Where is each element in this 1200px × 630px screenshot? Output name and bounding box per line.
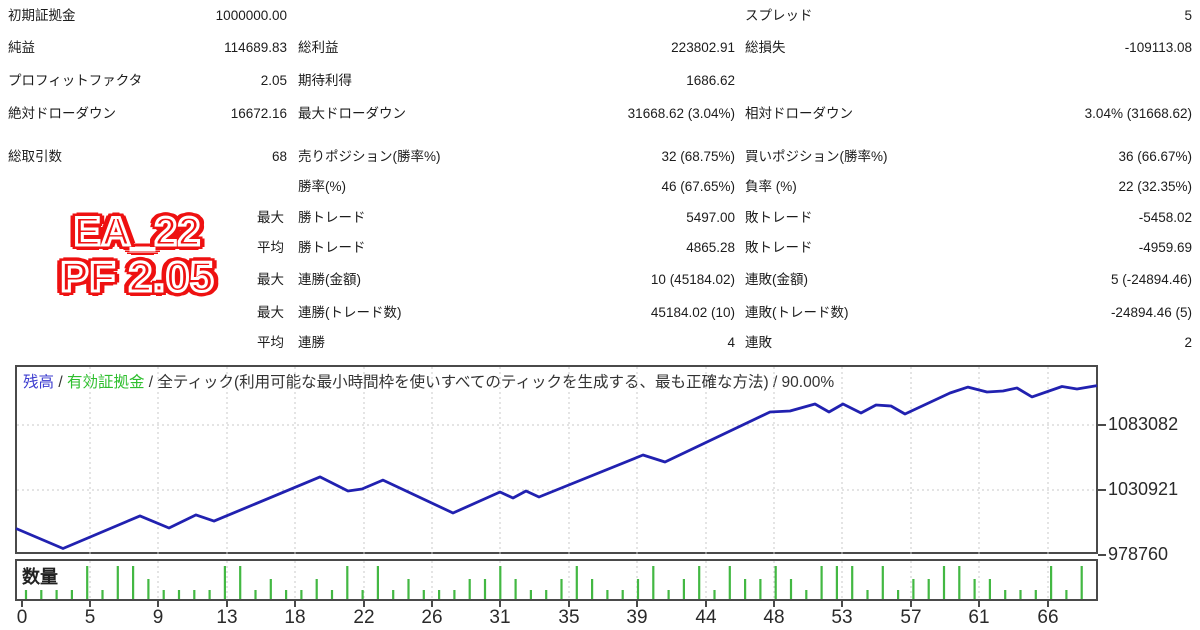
stat-value: 2.05 [260, 73, 287, 88]
stat-label: 連勝(トレード数) [298, 305, 402, 320]
stat-value: 3.04% (31668.62) [1084, 106, 1192, 121]
stat-label: 初期証拠金 [8, 8, 76, 23]
volume-panel: 数量 [15, 559, 1098, 601]
chart-legend-segment: 残高 [23, 374, 55, 391]
stats-row: 総取引数 68 売りポジション(勝率%) 32 (68.75%) 買いポジション(勝率%… [0, 147, 1200, 167]
chart-legend-segment: / [54, 374, 67, 391]
x-axis-label: 26 [421, 607, 443, 628]
x-axis-label: 18 [284, 607, 306, 628]
stat-label: 売りポジション(勝率%) [298, 149, 441, 164]
stats-row: 平均 連勝 4 連敗 2 [0, 333, 1200, 353]
stats-table: 初期証拠金 1000000.00 スプレッド 5 純益 114689.83 総利益 22380… [0, 6, 1200, 353]
stat-value: 4 [727, 335, 735, 350]
stats-row: 絶対ドローダウン 16672.16 最大ドローダウン 31668.62 (3.04%)… [0, 104, 1200, 124]
stats-row: 最大 連勝(トレード数) 45184.02 (10) 連敗(トレード数) -24894.… [0, 303, 1200, 323]
stat-value: 4865.28 [686, 240, 735, 255]
stat-value: 223802.91 [671, 40, 735, 55]
stat-prefix: 最大 [257, 272, 284, 287]
stat-label: 連勝(金額) [298, 272, 361, 287]
stat-value: 22 (32.35%) [1118, 179, 1192, 194]
stats-row: 初期証拠金 1000000.00 スプレッド 5 [0, 6, 1200, 26]
stat-label: 連勝 [298, 335, 325, 350]
stats-row: 最大 連勝(金額) 10 (45184.02) 連敗(金額) 5 (-24894.46) [0, 270, 1200, 290]
stat-value: 1686.62 [686, 73, 735, 88]
x-axis-label: 48 [763, 607, 785, 628]
x-axis-label: 57 [900, 607, 922, 628]
x-axis-label: 5 [84, 607, 96, 628]
chart-legend: 残高 / 有効証拠金 / 全ティック(利用可能な最小時間枠を使いすべてのティック… [23, 370, 834, 392]
stat-prefix: 平均 [257, 335, 284, 350]
stat-value: 68 [271, 149, 287, 164]
stats-row: 最大 勝トレード 5497.00 敗トレード -5458.02 [0, 208, 1200, 228]
stat-label: 負率 (%) [745, 179, 797, 194]
stat-label: 純益 [8, 40, 35, 55]
ea-name-text: EA_22 [72, 209, 202, 256]
stat-value: 45184.02 (10) [650, 305, 735, 320]
x-axis-label: 66 [1037, 607, 1059, 628]
stat-label: スプレッド [745, 8, 813, 23]
stat-prefix: 平均 [257, 240, 284, 255]
stat-label: 連敗(トレード数) [745, 305, 849, 320]
stat-label: 買いポジション(勝率%) [745, 149, 888, 164]
stat-label: 連敗(金額) [745, 272, 808, 287]
stat-label: 総取引数 [8, 149, 62, 164]
stat-label: 期待利得 [298, 73, 352, 88]
balance-chart-panel: 残高 / 有効証拠金 / 全ティック(利用可能な最小時間枠を使いすべてのティック… [15, 365, 1098, 554]
stat-value: 1000000.00 [215, 8, 287, 23]
x-axis-label: 39 [626, 607, 648, 628]
stat-label: 総損失 [745, 40, 786, 55]
x-axis-label: 13 [216, 607, 238, 628]
stat-value: 5 (-24894.46) [1110, 272, 1192, 287]
stats-row: 純益 114689.83 総利益 223802.91 総損失 -109113.08 [0, 38, 1200, 58]
stat-label: 連敗 [745, 335, 772, 350]
stat-value: 36 (66.67%) [1118, 149, 1192, 164]
x-axis-label: 35 [558, 607, 580, 628]
stat-value: -5458.02 [1138, 210, 1192, 225]
ea-watermark: EA_22 PF 2.05 [30, 209, 245, 302]
y-axis-label: 1083082 [1108, 414, 1179, 434]
x-axis-label: 22 [353, 607, 375, 628]
stats-row: プロフィットファクタ 2.05 期待利得 1686.62 [0, 71, 1200, 91]
x-axis-label: 0 [16, 607, 28, 628]
stat-value: 31668.62 (3.04%) [627, 106, 735, 121]
x-axis-label: 53 [831, 607, 853, 628]
chart-legend-segment: / 全ティック(利用可能な最小時間枠を使いすべてのティックを生成する、最も正確な… [144, 374, 835, 391]
x-axis-label: 61 [968, 607, 990, 628]
stat-value: 114689.83 [224, 40, 287, 55]
y-axis-label: 978760 [1108, 544, 1169, 564]
y-axis-label: 1030921 [1108, 479, 1179, 499]
stat-value: 5497.00 [686, 210, 735, 225]
stats-row: 勝率(%) 46 (67.65%) 負率 (%) 22 (32.35%) [0, 177, 1200, 197]
stat-value: -109113.08 [1124, 40, 1192, 55]
stat-label: 敗トレード [745, 240, 813, 255]
stat-label: 勝トレード [298, 210, 366, 225]
stat-value: -24894.46 (5) [1110, 305, 1192, 320]
chart-legend-segment: 有効証拠金 [66, 374, 145, 391]
volume-label: 数量 [22, 567, 58, 587]
x-axis-label: 31 [489, 607, 511, 628]
stat-label: 勝トレード [298, 240, 366, 255]
stat-label: 相対ドローダウン [745, 106, 853, 121]
stat-label: 敗トレード [745, 210, 813, 225]
profit-factor-text: PF 2.05 [59, 252, 215, 301]
x-axis-label: 9 [152, 607, 164, 628]
x-axis-label: 44 [695, 607, 717, 628]
stat-value: 5 [1184, 8, 1192, 23]
stat-label: 総利益 [298, 40, 339, 55]
stat-label: 最大ドローダウン [298, 106, 406, 121]
stat-prefix: 最大 [257, 305, 284, 320]
stat-label: 絶対ドローダウン [8, 106, 116, 121]
stats-row: 平均 勝トレード 4865.28 敗トレード -4959.69 [0, 238, 1200, 258]
stat-prefix: 最大 [257, 210, 284, 225]
stat-label: 勝率(%) [298, 179, 346, 194]
stat-label: プロフィットファクタ [8, 73, 143, 88]
stat-value: -4959.69 [1138, 240, 1192, 255]
stat-value: 10 (45184.02) [650, 272, 735, 287]
stat-value: 2 [1184, 335, 1192, 350]
stat-value: 16672.16 [230, 106, 287, 121]
stat-value: 32 (68.75%) [661, 149, 735, 164]
stat-value: 46 (67.65%) [661, 179, 735, 194]
